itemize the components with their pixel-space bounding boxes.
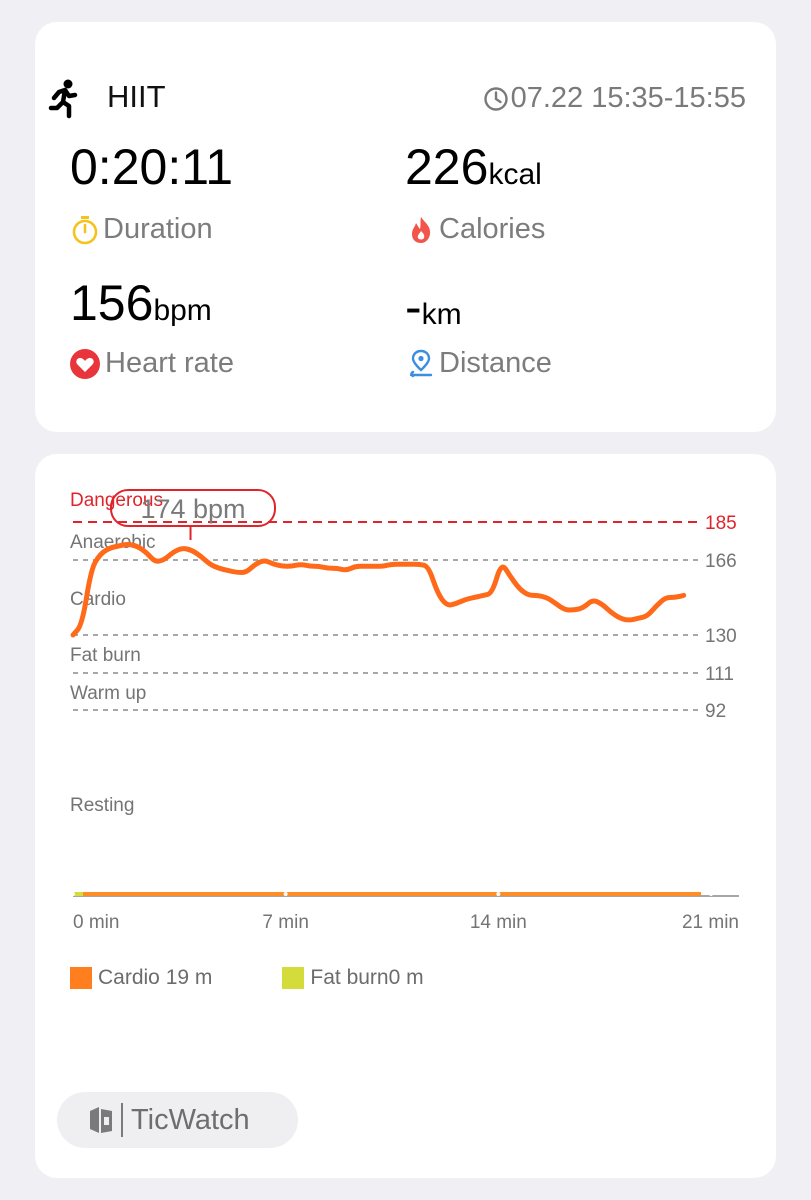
heart-rate-chart-card: Dangerous Anaerobic Cardio Fat burn Warm up R… — [35, 454, 776, 1178]
cardio-time-bar — [83, 892, 701, 896]
x-tick-mark — [709, 892, 713, 896]
ticwatch-badge[interactable]: TicWatch — [57, 1092, 298, 1148]
threshold-label-fat-burn: 111 — [705, 664, 734, 685]
distance-unit: km — [421, 298, 462, 331]
threshold-label-cardio: 130 — [705, 626, 737, 647]
distance-value: - — [405, 279, 422, 335]
flame-icon — [412, 216, 431, 243]
brand-divider — [121, 1103, 123, 1137]
chart-legend: Cardio 19 m Fat burn0 m — [70, 966, 424, 990]
zone-label-dangerous: Dangerous — [70, 490, 163, 511]
workout-header: HIIT 07.22 15:35-15:55 — [47, 79, 746, 122]
heart-rate-unit: bpm — [153, 294, 212, 327]
brand-name: TicWatch — [131, 1103, 250, 1136]
heart-rate-value: 156 — [70, 275, 154, 331]
heart-rate-line — [70, 542, 687, 638]
duration-value: 0:20:11 — [70, 139, 234, 195]
zone-label-cardio: Cardio — [70, 589, 126, 610]
x-tick-label: 14 min — [470, 912, 527, 933]
x-tick-label: 0 min — [73, 912, 119, 933]
cardio-legend-swatch — [70, 967, 92, 989]
workout-summary-card: HIIT 07.22 15:35-15:55 0:20:11 Duration … — [35, 22, 776, 432]
threshold-label-dangerous: 185 — [705, 513, 737, 534]
ticwatch-logo-icon — [90, 1107, 112, 1133]
distance-stat: -km — [405, 282, 462, 332]
max-heart-rate-callout — [110, 489, 276, 527]
x-tick-mark — [283, 892, 288, 896]
fat-burn-legend-swatch — [282, 967, 305, 989]
stopwatch-icon — [72, 215, 98, 244]
calories-value: 226 — [405, 139, 489, 195]
calories-stat: 226kcal — [405, 142, 542, 192]
max-heart-rate-label: 174 bpm — [140, 494, 245, 524]
x-tick-label: 21 min — [682, 912, 739, 933]
zone-label-fat-burn: Fat burn — [70, 645, 141, 666]
location-pin-icon — [409, 349, 433, 377]
duration-label: Duration — [71, 213, 213, 246]
fat-burn-legend-label: Fat burn0 m — [310, 966, 424, 989]
cardio-legend-label: Cardio 19 m — [98, 966, 213, 989]
zone-label-resting: Resting — [70, 795, 134, 816]
threshold-label-anaerobic: 166 — [705, 551, 737, 572]
heart-rate-stat: 156bpm — [70, 278, 212, 328]
activity-name: HIIT — [107, 79, 166, 114]
calories-label: Calories — [407, 213, 545, 246]
zone-label-warm-up: Warm up — [70, 683, 146, 704]
time-range-text: 07.22 15:35-15:55 — [510, 82, 746, 114]
x-tick-label: 7 min — [262, 912, 308, 933]
duration-stat: 0:20:11 — [70, 142, 233, 192]
fat-burn-time-bar — [73, 892, 83, 896]
heart-rate-label: Heart rate — [69, 347, 234, 380]
threshold-label-warm-up: 92 — [705, 701, 726, 722]
x-tick-mark — [496, 892, 501, 896]
heart-icon — [70, 348, 100, 379]
calories-unit: kcal — [488, 158, 542, 191]
running-person-icon — [48, 79, 78, 119]
distance-label: Distance — [407, 347, 552, 380]
workout-time-range: 07.22 15:35-15:55 — [483, 82, 746, 115]
clock-icon — [483, 86, 508, 111]
x-tick-mark — [71, 892, 75, 896]
